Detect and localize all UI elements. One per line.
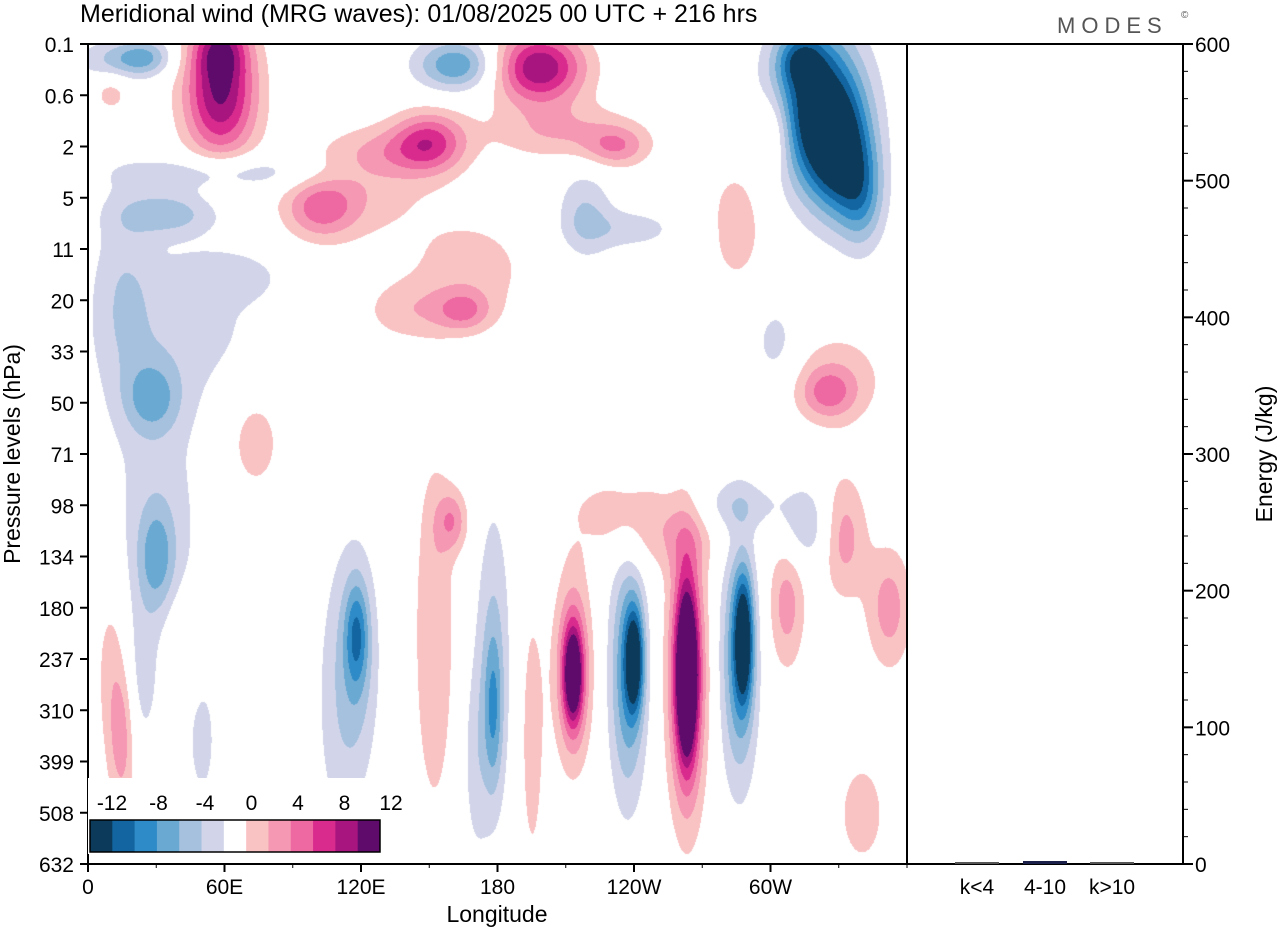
x-tick-label: 120W	[607, 876, 662, 899]
y-tick-label: 71	[51, 444, 74, 467]
colorbar-swatch	[313, 820, 336, 852]
colorbar-swatch	[335, 820, 359, 852]
energy-axis: 0 100 200 300 400 500 600	[1183, 34, 1230, 877]
energy-tick-label: 300	[1195, 444, 1230, 467]
brand-mark: ©	[1181, 10, 1189, 21]
x-axis-title: Longitude	[446, 901, 547, 927]
colorbar-swatch	[179, 820, 203, 852]
heatmap-area	[88, 44, 907, 864]
energy-tick-label: 200	[1195, 581, 1230, 604]
y-tick-label: 237	[39, 649, 74, 672]
energy-bar-label: 4-10	[1024, 876, 1066, 899]
colorbar-swatch	[156, 820, 180, 852]
y-tick-label: 399	[39, 752, 74, 775]
y-tick-label: 310	[39, 700, 74, 723]
x-tick-label: 180	[480, 876, 515, 899]
colorbar-swatch	[223, 820, 247, 852]
y-tick-label: 508	[39, 803, 74, 826]
y-axis-title: Pressure levels (hPa)	[0, 344, 25, 564]
y-tick-label: 134	[39, 547, 74, 570]
energy-bar	[955, 862, 999, 864]
energy-bar-label: k>10	[1089, 876, 1135, 899]
colorbar-frame	[89, 819, 381, 853]
energy-tick-label: 600	[1195, 34, 1230, 57]
colorbar: -12 -8 -4 0 4 8 12	[88, 778, 403, 854]
colorbar-label: -4	[196, 792, 215, 815]
energy-tick-label: 0	[1195, 854, 1207, 877]
colorbar-swatch	[357, 820, 381, 852]
brand-logo: MODES	[1057, 13, 1168, 38]
energy-tick-label: 400	[1195, 307, 1230, 330]
x-tick-label: 60E	[206, 876, 243, 899]
colorbar-label: 4	[292, 792, 304, 815]
chart-title: Meridional wind (MRG waves): 01/08/2025 …	[80, 0, 757, 28]
y-tick-label: 0.6	[45, 85, 74, 108]
colorbar-label: -8	[149, 792, 168, 815]
energy-tick-label: 100	[1195, 717, 1230, 740]
x-tick-label: 120E	[336, 876, 385, 899]
y-tick-label: 50	[51, 393, 74, 416]
y-tick-label: 20	[51, 290, 74, 313]
energy-bar	[1090, 862, 1134, 864]
y-tick-label: 180	[39, 598, 74, 621]
colorbar-swatch	[268, 820, 292, 852]
energy-panel-frame	[906, 43, 1184, 865]
y-tick-label: 11	[52, 239, 74, 262]
y-tick-label: 632	[39, 854, 74, 877]
y-tick-label: 98	[51, 495, 74, 518]
colorbar-swatch	[246, 820, 269, 852]
x-axis: 0 60E 120E 180 120W 60W	[82, 864, 908, 899]
y-axis: 0.1 0.6 2 5 11 20 33 50 71 98 134 180 237 310 399 508 63…	[39, 34, 88, 877]
colorbar-swatch	[201, 820, 225, 852]
energy-bars: k<4 4-10 k>10	[955, 861, 1135, 899]
colorbar-swatch	[134, 820, 158, 852]
y-tick-label: 0.1	[45, 34, 74, 57]
energy-bar	[1023, 861, 1067, 864]
colorbar-label: 12	[379, 792, 402, 815]
colorbar-label: 8	[339, 792, 351, 815]
y-tick-label: 5	[62, 188, 74, 211]
energy-axis-title: Energy (J/kg)	[1251, 386, 1277, 523]
x-tick-label: 60W	[749, 876, 792, 899]
colorbar-swatch	[90, 820, 113, 852]
y-tick-label: 33	[51, 342, 74, 365]
energy-tick-label: 500	[1195, 171, 1230, 194]
x-tick-label: 0	[82, 876, 94, 899]
colorbar-swatch	[112, 820, 136, 852]
colorbar-swatch	[290, 820, 314, 852]
colorbar-label: -12	[97, 792, 127, 815]
colorbar-label: 0	[246, 792, 258, 815]
energy-bar-label: k<4	[960, 876, 995, 899]
y-tick-label: 2	[62, 137, 74, 160]
